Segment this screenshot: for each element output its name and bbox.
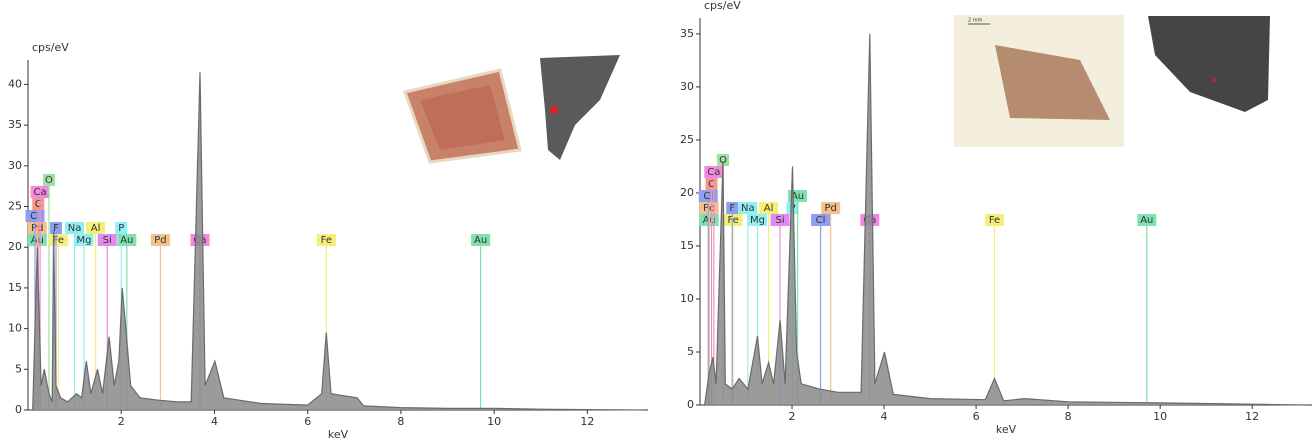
svg-text:×: × bbox=[1210, 75, 1218, 86]
x-tick-label: 8 bbox=[397, 415, 404, 428]
x-axis-label: keV bbox=[996, 423, 1017, 436]
element-label: Al bbox=[91, 223, 101, 234]
y-tick-label: 10 bbox=[680, 292, 694, 305]
y-tick-label: 0 bbox=[15, 403, 22, 416]
element-label: Au bbox=[1140, 215, 1153, 226]
element-label: Al bbox=[764, 203, 774, 214]
x-tick-label: 12 bbox=[580, 415, 594, 428]
screenshot: × cps/eVkeV051015202530354024681012AuPdC… bbox=[0, 0, 1314, 446]
y-tick-label: 30 bbox=[8, 159, 22, 172]
x-tick-label: 10 bbox=[487, 415, 501, 428]
inset-scale-label: 2 mm bbox=[968, 18, 983, 24]
x-tick-label: 6 bbox=[973, 410, 980, 423]
element-label: Si bbox=[103, 235, 112, 246]
y-tick-label: 0 bbox=[687, 398, 694, 411]
element-label: Fe bbox=[321, 235, 332, 246]
element-label: Au bbox=[474, 235, 487, 246]
x-tick-label: 4 bbox=[881, 410, 888, 423]
element-label: Cl bbox=[816, 215, 826, 226]
sem-image-2: × bbox=[1148, 16, 1270, 112]
y-tick-label: 20 bbox=[680, 186, 694, 199]
element-label: P bbox=[118, 223, 124, 234]
element-label: Fe bbox=[989, 215, 1000, 226]
y-tick-label: 25 bbox=[8, 200, 22, 213]
y-axis-label: cps/eV bbox=[704, 0, 741, 12]
y-tick-label: 20 bbox=[8, 240, 22, 253]
element-label: Na bbox=[68, 223, 82, 234]
sample-photo bbox=[405, 70, 520, 162]
element-label: Ca bbox=[34, 187, 47, 198]
element-label: Au bbox=[120, 235, 133, 246]
sem-image bbox=[540, 55, 620, 160]
y-axis-label: cps/eV bbox=[32, 41, 69, 54]
x-axis-label: keV bbox=[328, 428, 349, 441]
x-tick-label: 4 bbox=[211, 415, 218, 428]
element-label: Pd bbox=[31, 223, 43, 234]
y-tick-label: 30 bbox=[680, 80, 694, 93]
element-label: F bbox=[729, 203, 735, 214]
y-tick-label: 25 bbox=[680, 133, 694, 146]
element-label: Mg bbox=[76, 235, 91, 246]
x-tick-label: 6 bbox=[304, 415, 311, 428]
y-tick-label: 40 bbox=[8, 77, 22, 90]
element-label: Pd bbox=[154, 235, 166, 246]
x-tick-label: 2 bbox=[118, 415, 125, 428]
x-tick-label: 8 bbox=[1065, 410, 1072, 423]
y-tick-label: 35 bbox=[8, 118, 22, 131]
element-label: Ca bbox=[707, 167, 720, 178]
y-tick-label: 15 bbox=[8, 281, 22, 294]
y-tick-label: 10 bbox=[8, 322, 22, 335]
element-label: Na bbox=[741, 203, 755, 214]
sample-photo-2 bbox=[954, 15, 1124, 147]
y-tick-label: 5 bbox=[15, 362, 22, 375]
element-label: O bbox=[45, 175, 53, 186]
y-tick-label: 15 bbox=[680, 239, 694, 252]
element-label: Pd bbox=[824, 203, 836, 214]
x-tick-label: 12 bbox=[1245, 410, 1259, 423]
x-tick-label: 2 bbox=[789, 410, 796, 423]
element-label: Mg bbox=[750, 215, 765, 226]
y-tick-label: 35 bbox=[680, 27, 694, 40]
element-label: Fe bbox=[727, 215, 738, 226]
element-label: Si bbox=[775, 215, 784, 226]
x-tick-label: 10 bbox=[1153, 410, 1167, 423]
y-tick-label: 5 bbox=[687, 345, 694, 358]
